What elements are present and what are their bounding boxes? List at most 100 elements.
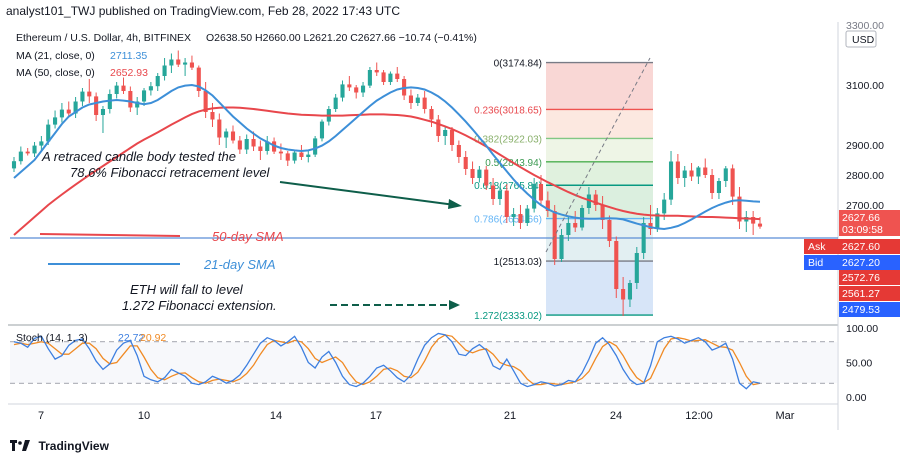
candle-body [189, 62, 194, 68]
x-tick-label: 7 [38, 410, 44, 422]
candle-body [593, 194, 598, 205]
candle-body [169, 59, 174, 66]
fib-label: 0(3174.84) [494, 59, 542, 70]
candle-body [230, 131, 236, 141]
candle-body [415, 97, 420, 103]
currency-box[interactable] [845, 30, 877, 48]
candle-body [265, 141, 270, 151]
candle-body [114, 85, 119, 94]
candle-body [367, 70, 372, 86]
candle-body [621, 289, 626, 300]
ma50-line [13, 106, 761, 236]
price-axis[interactable]: 3300.00 3100.00 2900.00 2800.00 2700.00 [846, 20, 884, 212]
candle-body [429, 109, 434, 120]
candle-body [682, 170, 687, 178]
candle-body [668, 161, 674, 200]
candle-body [463, 157, 468, 169]
x-tick-label: 12:00 [685, 410, 713, 422]
candle-body [217, 119, 222, 138]
footer[interactable]: TradingView [10, 437, 109, 455]
candle-body [135, 101, 140, 108]
candle-body [614, 241, 619, 289]
candle-body [655, 213, 660, 229]
candle-body [600, 205, 605, 220]
ask-tag [804, 239, 900, 254]
red-tag-1-value: 2572.76 [842, 272, 880, 284]
ask-label: Ask [808, 241, 826, 253]
candle-body [18, 151, 23, 162]
annotation-eth-1: ETH will fall to level [130, 282, 244, 297]
candle-body [470, 169, 475, 178]
fib-label: 0.236(3018.65) [474, 105, 542, 116]
candle-body [80, 91, 85, 102]
candle-body [545, 200, 550, 211]
candle-body [737, 196, 742, 222]
candle-body [552, 211, 557, 259]
candle-body [53, 117, 58, 125]
candle-body [751, 217, 756, 224]
candle-body [333, 97, 338, 109]
candle-body [443, 130, 448, 136]
candle-body [224, 131, 229, 138]
candle-body [532, 184, 537, 209]
x-tick-label: 24 [610, 410, 622, 422]
y-tick-label: 2900.00 [846, 140, 884, 152]
red-tag-2 [839, 286, 900, 301]
candle-body [183, 62, 188, 65]
candle-body [128, 91, 133, 108]
candle-body [491, 185, 496, 199]
publish-header: analyst101_TWJ published on TradingView.… [0, 0, 900, 22]
candle-body [32, 145, 37, 154]
y-tick-label: 2800.00 [846, 170, 884, 182]
candle-body [258, 146, 263, 151]
candle-body [66, 109, 71, 114]
legend-ma21-value: 2711.35 [110, 50, 147, 62]
candle-body [11, 161, 17, 169]
x-tick-label: 14 [270, 410, 282, 422]
candle-body [662, 199, 667, 214]
ask-value: 2627.60 [842, 241, 880, 253]
candle-body [374, 70, 379, 73]
annotation-sma50: 50-day SMA [212, 229, 284, 244]
candle-body [456, 145, 461, 157]
candle-body [395, 73, 400, 79]
candle-body [25, 151, 30, 154]
candle-body [757, 223, 763, 227]
last-price-value: 2627.66 [842, 212, 880, 224]
candle-body [511, 214, 516, 217]
candle-body [710, 175, 715, 193]
low-tag [839, 302, 900, 317]
x-tick-label: 10 [138, 410, 150, 422]
fib-band [546, 161, 653, 186]
candle-body [237, 140, 242, 150]
candle-body [634, 253, 639, 283]
time-axis[interactable]: 7 10 14 17 21 24 12:00 Mar [38, 410, 795, 422]
fibonacci-tool[interactable]: 0(3174.84) 0.236(3018.65) 0.382(2922.03) 0.… [474, 59, 653, 323]
candle-body [59, 109, 64, 118]
y-tick-label: 3300.00 [846, 20, 884, 32]
stoch-d-value: 20.92 [140, 332, 166, 344]
ma21-line [13, 83, 761, 231]
candle-body [347, 84, 352, 88]
legend-symbol: Ethereum / U.S. Dollar, 4h, BITFINEX [16, 32, 191, 44]
x-tick-label: Mar [776, 410, 795, 422]
fib-label: 0.618(2765.84) [474, 181, 542, 192]
stoch-y-tick: 100.00 [846, 323, 878, 335]
candle-body [573, 223, 578, 228]
candle-body [313, 138, 318, 155]
legend-ma21: MA (21, close, 0) [16, 50, 95, 62]
fib-band [546, 109, 653, 139]
candle-body [292, 152, 297, 161]
x-tick-label: 21 [504, 410, 516, 422]
countdown-value: 03:09:58 [842, 224, 883, 236]
annotation-retraced-2: 78.6% Fibonacci retracement level [70, 165, 271, 180]
fib-label: 1.272(2333.02) [474, 311, 542, 322]
fib-label: 1(2513.03) [494, 257, 542, 268]
x-tick-label: 17 [370, 410, 382, 422]
candle-body [525, 208, 530, 223]
candle-body [299, 152, 304, 157]
fib-label: 0.382(2922.03) [474, 134, 542, 145]
legend-ohlc: O2638.50 H2660.00 L2621.20 C2627.66 −10.… [206, 32, 477, 44]
candle-body [408, 95, 414, 103]
